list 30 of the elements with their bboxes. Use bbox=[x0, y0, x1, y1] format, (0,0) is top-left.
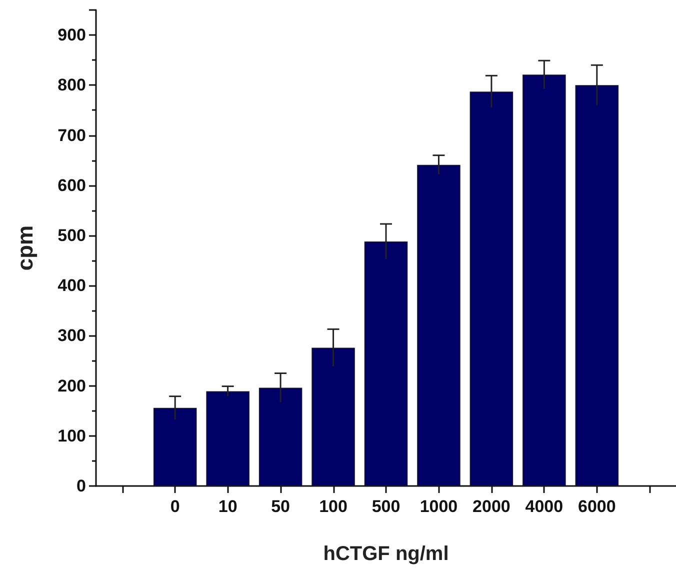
y-axis-title: cpm bbox=[12, 225, 38, 271]
bar bbox=[206, 391, 250, 486]
x-tick-label: 50 bbox=[271, 497, 290, 516]
y-tick-label: 500 bbox=[58, 226, 86, 245]
x-axis-title: hCTGF ng/ml bbox=[323, 543, 449, 565]
bar bbox=[522, 74, 566, 486]
x-tick-label: 2000 bbox=[472, 497, 510, 516]
bar bbox=[417, 164, 460, 486]
x-tick-label: 6000 bbox=[578, 497, 616, 516]
x-tick-label: 4000 bbox=[525, 497, 564, 516]
bar bbox=[258, 388, 302, 486]
bar bbox=[153, 408, 197, 486]
bar bbox=[470, 92, 514, 486]
x-tick-label: 1000 bbox=[420, 497, 458, 516]
bar bbox=[575, 85, 619, 486]
y-tick-label: 400 bbox=[58, 276, 86, 296]
y-tick-label: 900 bbox=[58, 26, 86, 45]
bar bbox=[312, 348, 355, 486]
bar bbox=[364, 241, 408, 486]
y-tick-label: 100 bbox=[58, 426, 86, 446]
y-tick-label: 200 bbox=[58, 376, 86, 396]
x-tick-label: 0 bbox=[170, 497, 180, 516]
x-tick-label: 500 bbox=[372, 497, 400, 516]
y-tick-label: 300 bbox=[58, 326, 86, 346]
y-tick-label: 700 bbox=[58, 126, 86, 145]
x-tick-label: 10 bbox=[218, 497, 238, 516]
x-tick-label: 100 bbox=[319, 497, 348, 516]
y-tick-label: 800 bbox=[58, 76, 86, 95]
y-tick-label: 0 bbox=[76, 476, 86, 496]
y-tick-label: 600 bbox=[58, 176, 86, 195]
